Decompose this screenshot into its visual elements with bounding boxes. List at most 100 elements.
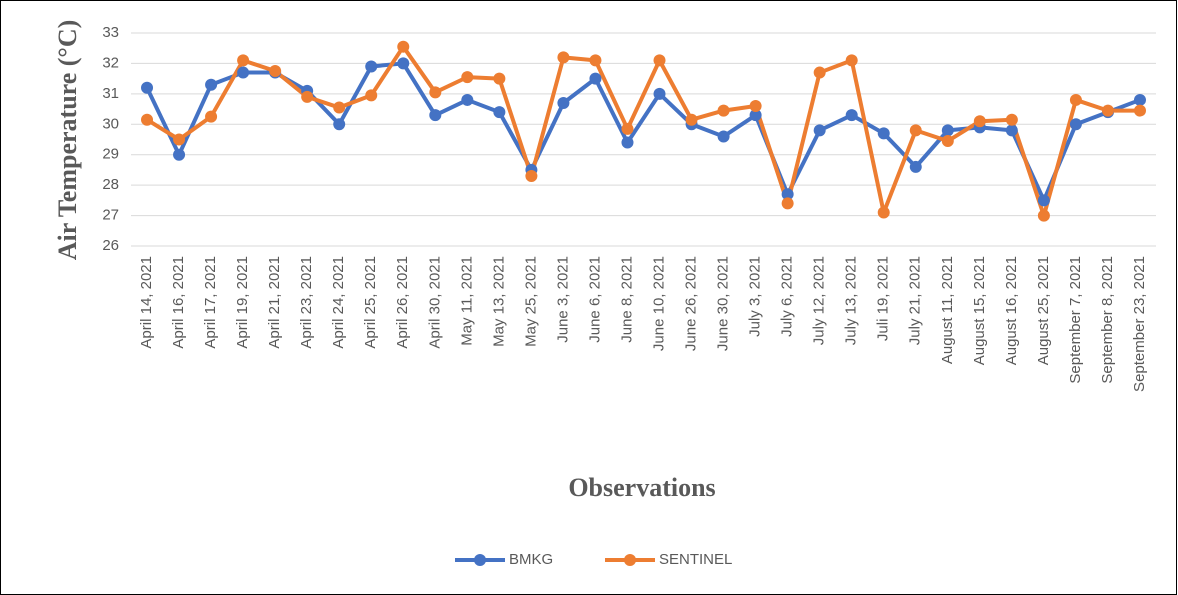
x-tick-label: August 15, 2021 — [971, 256, 988, 365]
x-tick-label: April 14, 2021 — [138, 256, 155, 349]
x-tick-label: April 16, 2021 — [170, 256, 187, 349]
data-point — [141, 113, 154, 126]
data-point — [621, 136, 634, 149]
x-tick-label: September 8, 2021 — [1099, 256, 1116, 384]
x-tick-label: Juli 19, 2021 — [875, 256, 892, 341]
data-point — [589, 54, 602, 67]
x-tick-label: August 25, 2021 — [1035, 256, 1052, 365]
data-point — [781, 188, 794, 201]
data-point — [813, 66, 826, 79]
data-point — [333, 118, 346, 131]
x-tick-label: July 3, 2021 — [747, 256, 764, 337]
legend-marker — [474, 554, 486, 566]
data-point — [269, 65, 282, 78]
data-point — [525, 170, 538, 183]
x-tick-label: July 12, 2021 — [811, 256, 828, 345]
x-tick-label: August 11, 2021 — [939, 256, 956, 364]
x-tick-label: July 13, 2021 — [843, 256, 860, 345]
data-point — [685, 113, 698, 126]
x-tick-label: May 11, 2021 — [458, 256, 475, 346]
x-tick-label: April 23, 2021 — [298, 256, 315, 349]
data-point — [397, 40, 410, 53]
x-tick-label: May 25, 2021 — [522, 256, 539, 347]
x-axis-title: Observations — [568, 473, 715, 502]
y-tick-label: 31 — [102, 85, 119, 102]
data-point — [141, 81, 154, 94]
x-tick-label: April 25, 2021 — [362, 256, 379, 349]
data-point — [333, 101, 346, 114]
data-point — [621, 122, 634, 135]
data-point — [493, 106, 506, 119]
y-axis-title: Air Temperature (°C) — [53, 20, 82, 261]
x-tick-label: April 26, 2021 — [394, 256, 411, 349]
data-point — [461, 71, 474, 84]
x-tick-label: July 21, 2021 — [907, 256, 924, 345]
data-point — [301, 90, 314, 103]
y-tick-label: 27 — [102, 207, 119, 224]
x-tick-label: April 24, 2021 — [330, 256, 347, 349]
data-point — [237, 54, 250, 67]
x-tick-label: June 10, 2021 — [650, 256, 667, 351]
y-tick-label: 26 — [102, 237, 119, 254]
data-point — [973, 115, 986, 128]
y-tick-label: 30 — [102, 115, 119, 132]
data-point — [1005, 124, 1018, 137]
data-point — [429, 109, 442, 122]
data-point — [909, 160, 922, 173]
data-point — [1133, 104, 1146, 117]
data-point — [877, 127, 890, 140]
data-point — [845, 109, 858, 122]
data-point — [1101, 104, 1114, 117]
x-tick-label: June 30, 2021 — [715, 256, 732, 351]
data-point — [493, 72, 506, 85]
x-tick-label: June 26, 2021 — [683, 256, 700, 351]
data-point — [461, 93, 474, 106]
legend-label: SENTINEL — [659, 551, 732, 568]
x-tick-label: June 3, 2021 — [554, 256, 571, 343]
data-point — [813, 124, 826, 137]
data-point — [173, 148, 186, 161]
data-point — [365, 60, 378, 73]
data-point — [749, 109, 762, 122]
data-point — [1069, 93, 1082, 106]
x-tick-label: September 7, 2021 — [1067, 256, 1084, 384]
x-tick-label: April 19, 2021 — [234, 256, 251, 349]
legend-label: BMKG — [509, 551, 553, 568]
y-tick-label: 28 — [102, 176, 119, 193]
data-point — [653, 54, 666, 67]
y-tick-label: 33 — [102, 24, 119, 41]
data-point — [429, 86, 442, 99]
data-point — [557, 96, 570, 109]
legend-marker — [624, 554, 636, 566]
data-point — [1037, 209, 1050, 222]
data-point — [909, 124, 922, 137]
data-point — [237, 66, 250, 79]
data-point — [365, 89, 378, 102]
x-tick-label: May 13, 2021 — [490, 256, 507, 347]
data-point — [941, 135, 954, 148]
data-point — [845, 54, 858, 67]
y-tick-label: 29 — [102, 146, 119, 163]
y-tick-label: 32 — [102, 54, 119, 71]
data-point — [1037, 194, 1050, 207]
data-point — [589, 72, 602, 85]
data-point — [717, 104, 730, 117]
data-point — [1069, 118, 1082, 131]
data-point — [717, 130, 730, 143]
data-point — [205, 110, 218, 123]
x-tick-label: April 21, 2021 — [266, 256, 283, 349]
x-tick-label: June 6, 2021 — [586, 256, 603, 343]
x-tick-label: July 6, 2021 — [779, 256, 796, 337]
data-point — [397, 57, 410, 70]
x-tick-label: August 16, 2021 — [1003, 256, 1020, 365]
data-point — [557, 51, 570, 64]
data-point — [1005, 113, 1018, 126]
data-point — [877, 206, 890, 219]
data-point — [941, 124, 954, 137]
data-point — [173, 133, 186, 146]
data-point — [781, 197, 794, 210]
x-tick-label: April 30, 2021 — [426, 256, 443, 349]
data-point — [653, 87, 666, 100]
x-tick-label: September 23, 2021 — [1131, 256, 1148, 392]
